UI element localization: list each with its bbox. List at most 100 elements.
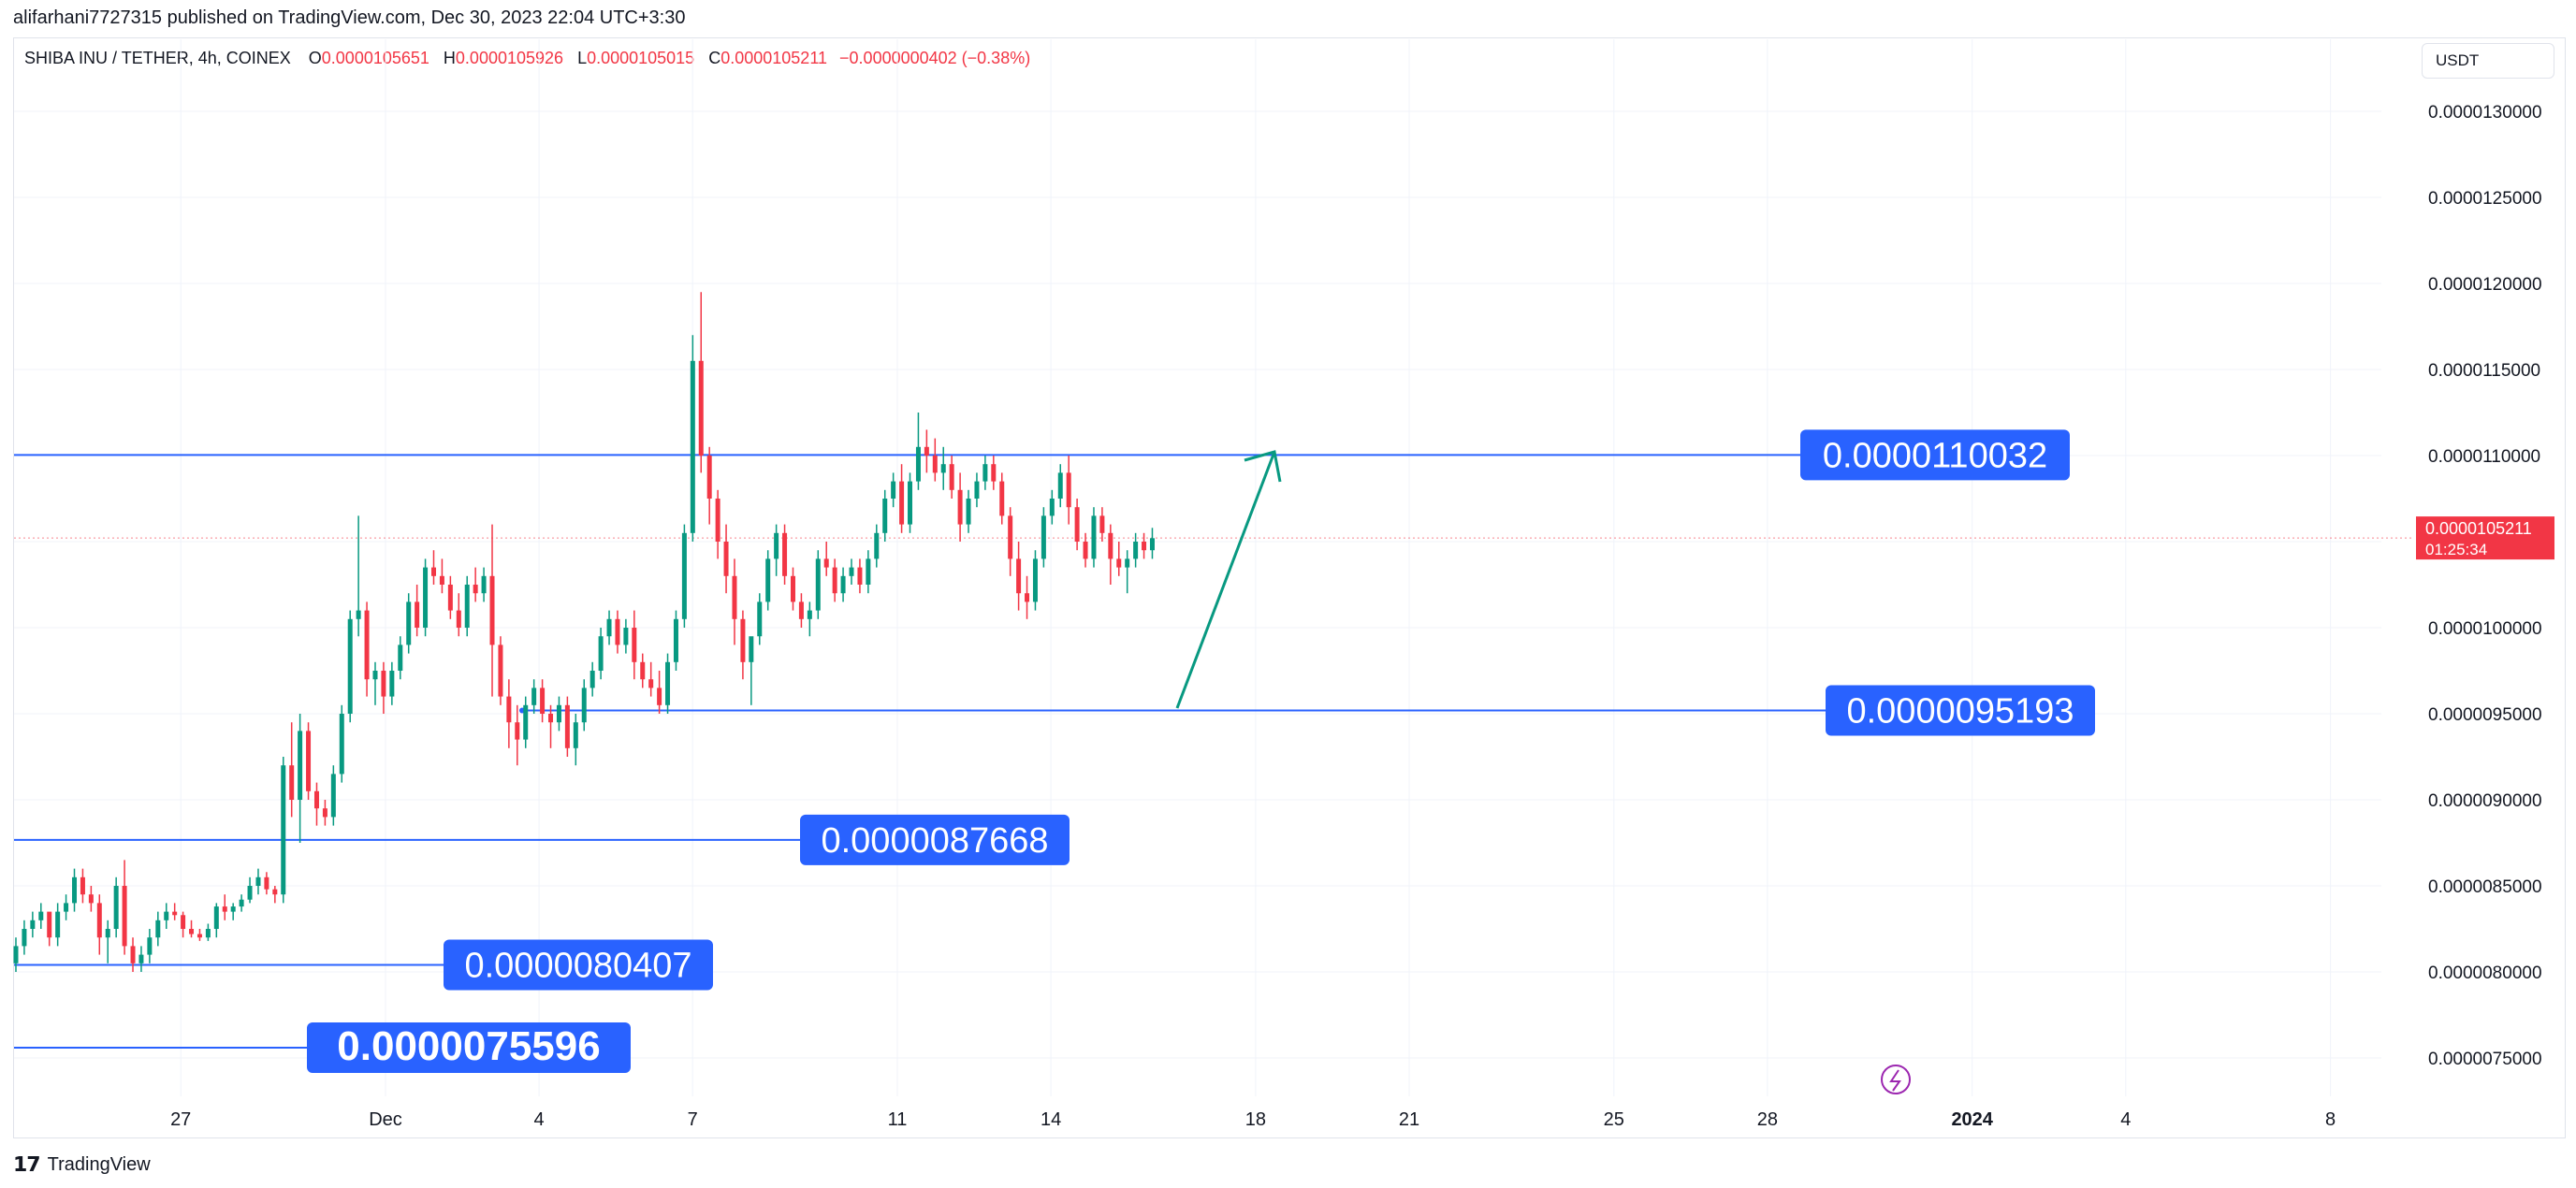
- candle-body: [113, 886, 119, 929]
- candle-body: [213, 906, 219, 929]
- y-tick-label: 0.0000115000: [2428, 361, 2540, 381]
- candle-body: [899, 481, 905, 525]
- price-tag-countdown: 01:25:34: [2425, 541, 2487, 558]
- candle-body: [515, 722, 520, 740]
- candle-body: [1091, 515, 1097, 559]
- candle-body: [147, 937, 153, 955]
- level-label: 0.0000087668: [821, 821, 1048, 861]
- candle-body: [122, 886, 127, 947]
- candle-body: [247, 886, 253, 900]
- candle-body: [723, 542, 729, 576]
- candle-body: [72, 877, 78, 904]
- trend-arrow-head: [1244, 450, 1282, 483]
- candle-body: [138, 954, 144, 963]
- candle-body: [974, 481, 980, 499]
- candle-body: [130, 946, 136, 963]
- candle-body: [181, 915, 186, 929]
- candle-body: [473, 585, 478, 594]
- high-label: H: [443, 49, 456, 67]
- candle-body: [298, 731, 303, 800]
- candle-body: [22, 929, 27, 947]
- open-value: 0.0000105651: [321, 49, 429, 67]
- candle-body: [807, 610, 812, 619]
- candle-body: [540, 688, 546, 714]
- candle-body: [573, 722, 578, 748]
- candle-body: [924, 446, 929, 456]
- x-tick-label: 7: [688, 1109, 698, 1130]
- x-tick-label: 2024: [1951, 1109, 1993, 1130]
- candle-body: [957, 489, 963, 525]
- y-tick-label: 0.0000100000: [2428, 619, 2542, 639]
- candle-body: [289, 765, 295, 800]
- symbol-legend: SHIBA INU / TETHER, 4h, COINEX O0.000010…: [24, 49, 1030, 68]
- level-label: 0.0000075596: [337, 1023, 600, 1069]
- candle-body: [1125, 558, 1130, 568]
- candle-body: [155, 920, 161, 938]
- level-label-box: [444, 939, 713, 991]
- candle-body: [732, 575, 737, 619]
- candle-body: [381, 671, 386, 697]
- chart-pane[interactable]: [13, 37, 2566, 1138]
- candle-body: [1008, 515, 1013, 559]
- lightning-bolt-icon: [1889, 1069, 1901, 1092]
- candle-body: [447, 585, 453, 611]
- candle-body: [88, 894, 94, 904]
- candle-body: [205, 929, 211, 938]
- candle-body: [940, 464, 946, 473]
- candle-body: [172, 911, 178, 916]
- y-tick-label: 0.0000110000: [2428, 447, 2540, 467]
- level-label: 0.0000110032: [1823, 436, 2047, 475]
- candle-body: [840, 575, 846, 594]
- candle-body: [313, 790, 319, 809]
- x-tick-label: 14: [1041, 1109, 1061, 1130]
- low-value: 0.0000105015: [587, 49, 695, 67]
- candle-body: [632, 628, 637, 662]
- candle-body: [657, 688, 662, 705]
- candle-body: [673, 618, 678, 662]
- candle-body: [55, 911, 61, 938]
- footer-brand[interactable]: 𝟭𝟳 TradingView: [13, 1152, 151, 1177]
- candle-body: [481, 575, 487, 594]
- level-label: 0.0000080407: [464, 947, 691, 986]
- candle-body: [849, 567, 854, 576]
- candle-body: [64, 903, 69, 912]
- candle-body: [740, 618, 746, 662]
- candle-body: [230, 906, 236, 912]
- level-label: 0.0000095193: [1846, 691, 2074, 731]
- candle-body: [982, 464, 988, 482]
- candle-body: [96, 903, 102, 938]
- candle-body: [866, 558, 871, 585]
- candle-body: [681, 532, 687, 619]
- candle-body: [255, 877, 261, 886]
- trend-arrow-line: [1175, 451, 1276, 709]
- candle-body: [598, 636, 604, 671]
- y-tick-label: 0.0000120000: [2428, 275, 2542, 295]
- candle-body: [264, 877, 269, 890]
- level-label-box: [1800, 429, 2070, 481]
- candle-body: [832, 567, 837, 594]
- candle-body: [347, 618, 353, 714]
- currency-button[interactable]: USDT: [2422, 43, 2554, 79]
- candle-body: [548, 714, 554, 723]
- candle-body: [531, 688, 537, 705]
- candle-body: [1083, 542, 1088, 559]
- close-value: 0.0000105211: [720, 49, 828, 67]
- candle-body: [1049, 499, 1055, 516]
- x-tick-label: 28: [1757, 1109, 1778, 1130]
- candle-body: [991, 464, 997, 482]
- candle-body: [1149, 538, 1155, 551]
- candle-body: [690, 360, 695, 533]
- candle-body: [915, 446, 921, 482]
- candle-body: [857, 567, 863, 585]
- candle-body: [1133, 542, 1139, 559]
- candle-body: [523, 704, 529, 740]
- candle-body: [406, 601, 412, 645]
- y-tick-label: 0.0000080000: [2428, 963, 2542, 983]
- y-tick-label: 0.0000075000: [2428, 1050, 2542, 1069]
- candle-body: [765, 558, 771, 602]
- candle-body: [13, 946, 19, 963]
- x-tick-label: 11: [888, 1109, 908, 1130]
- candle-body: [489, 575, 495, 645]
- candle-body: [398, 645, 403, 671]
